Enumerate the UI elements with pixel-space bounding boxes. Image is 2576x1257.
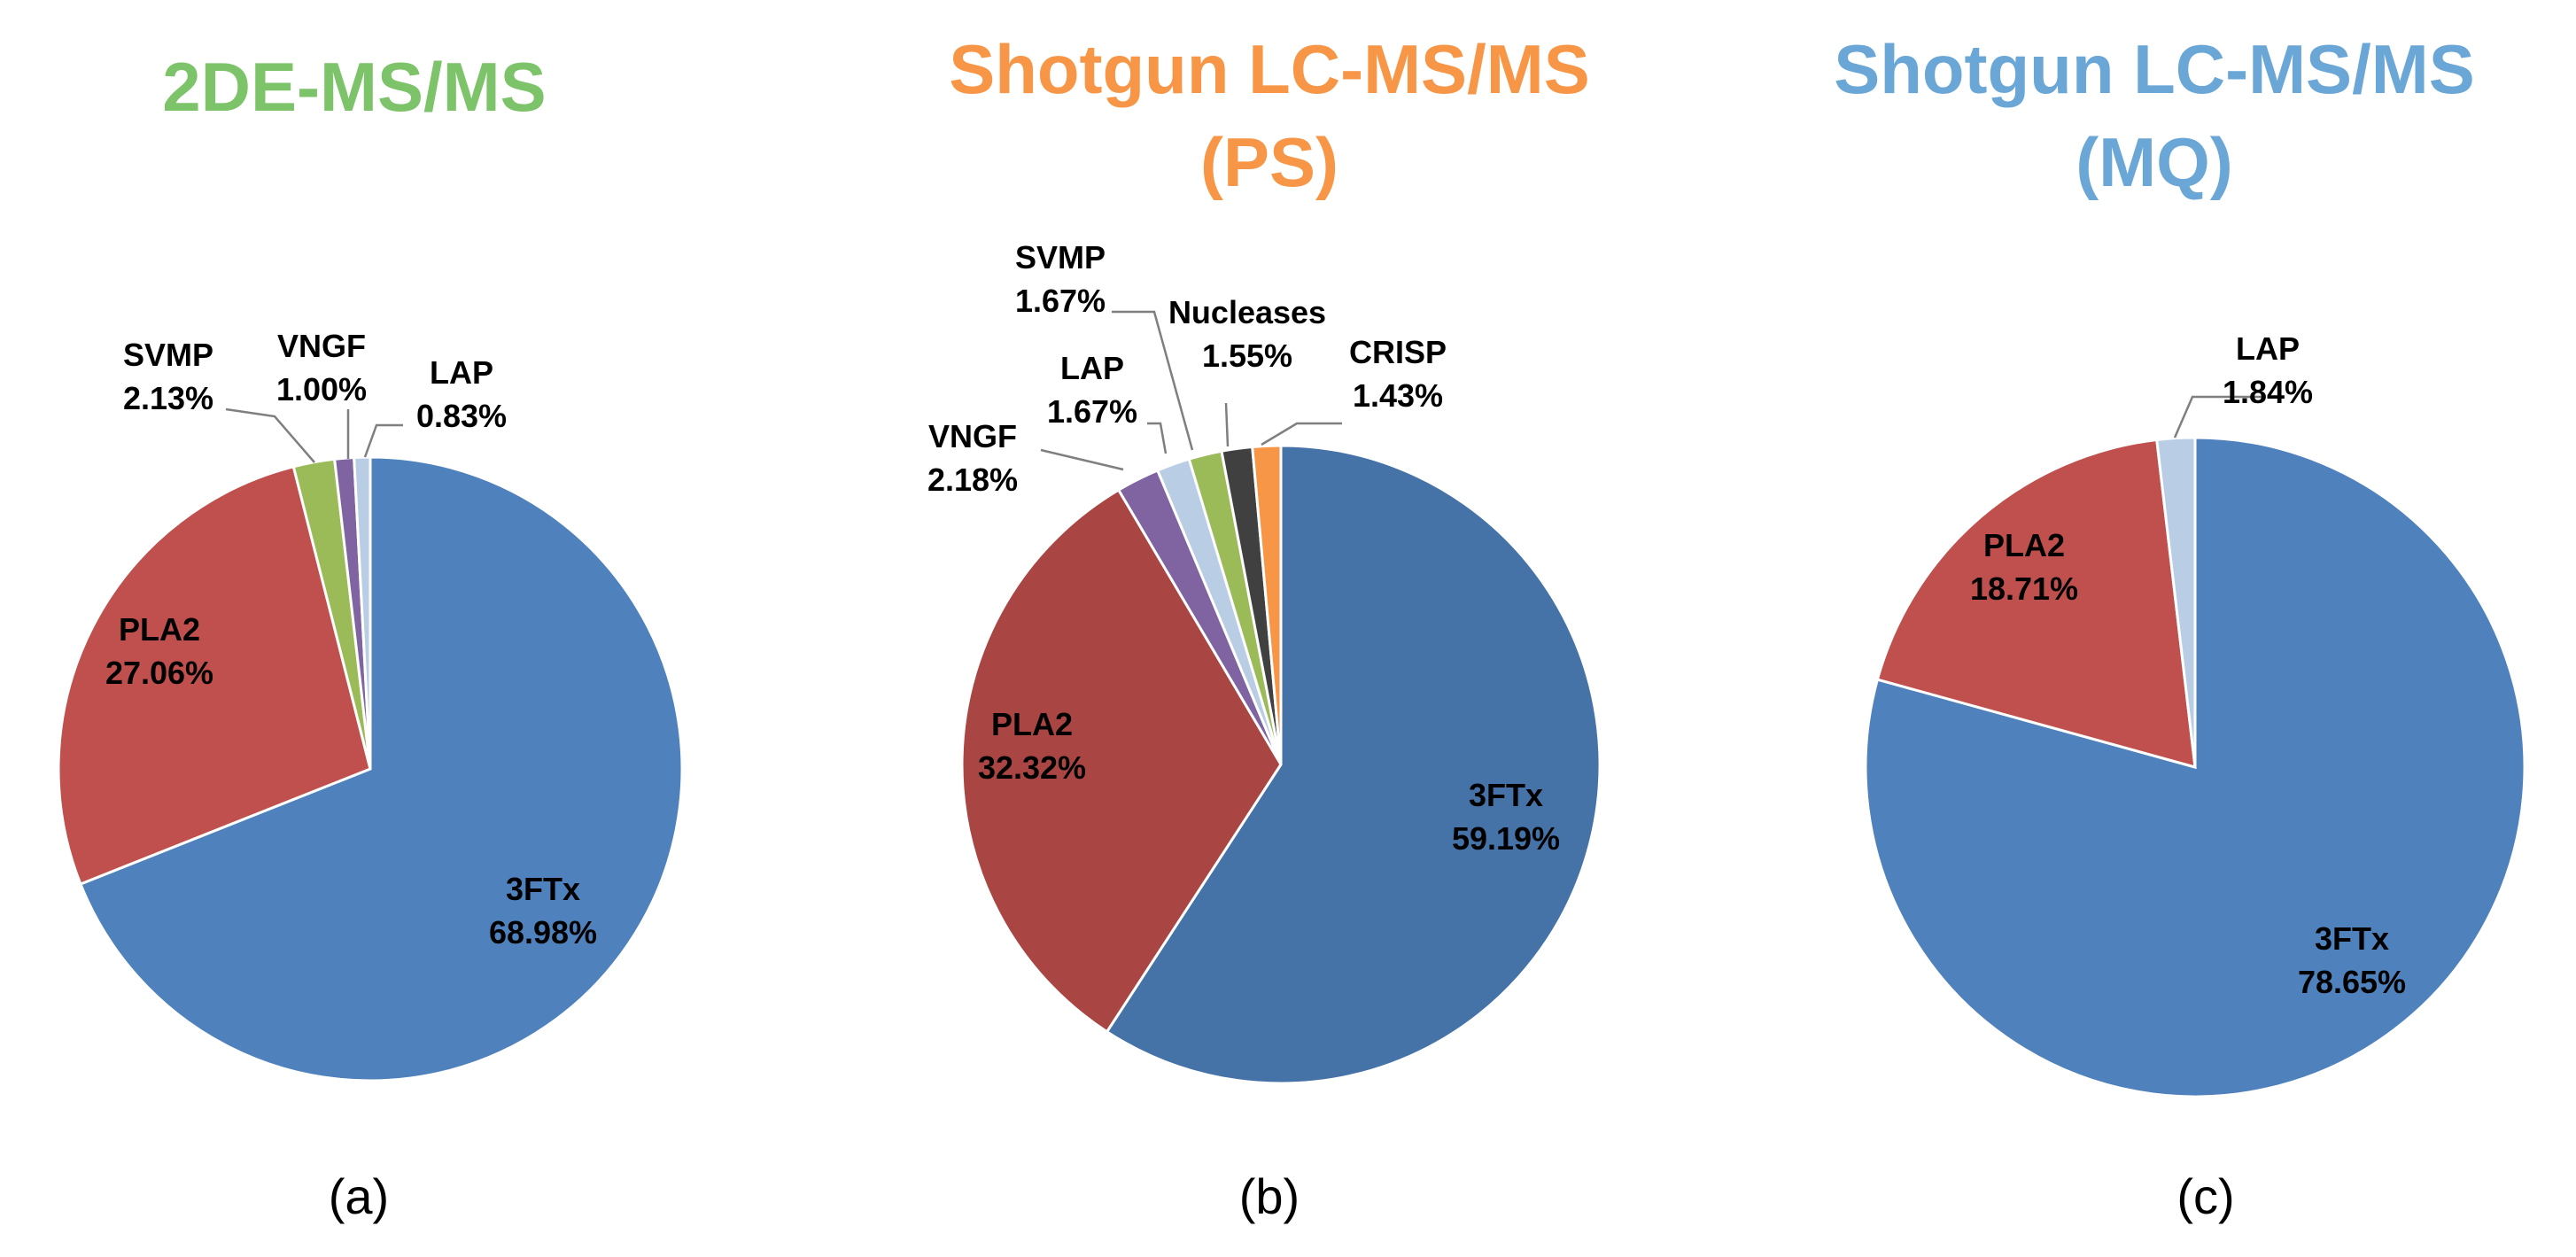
slice-label-name: SVMP [123, 337, 213, 373]
pie-slice-lap [2155, 436, 2197, 768]
pie-slice-crisp [1251, 444, 1283, 765]
slice-label-name: 3FTx [2315, 920, 2389, 957]
slice-label-value: 1.43% [1353, 377, 1443, 414]
slice-label-name: LAP [430, 354, 493, 391]
slice-label-name: Nucleases [1168, 294, 1326, 330]
chart-a-pie [57, 455, 684, 1082]
slice-label-value: 59.19% [1452, 820, 1560, 857]
leader-line-lap-a [363, 423, 403, 458]
slice-label-name: LAP [1060, 350, 1124, 386]
panel-label-a: (a) [329, 1168, 389, 1224]
leader-line-nucleases-b [1224, 402, 1230, 447]
slice-label-value: 32.32% [978, 749, 1086, 786]
slice-label-value: 1.00% [276, 371, 367, 407]
chart-c-subtitle: (MQ) [2076, 123, 2233, 201]
leader-line-crisp-b [1261, 422, 1342, 446]
panel-label-c: (c) [2176, 1168, 2234, 1224]
slice-label-name: LAP [2236, 330, 2300, 367]
slice-label-name: 3FTx [1469, 777, 1543, 813]
slice-label-value: 2.13% [123, 380, 213, 416]
slice-label-value: 27.06% [105, 655, 213, 691]
slice-label-value: 2.18% [927, 462, 1018, 498]
pie-slice-pla2 [57, 465, 372, 886]
slice-label-name: VNGF [277, 328, 366, 364]
leader-line-svmp-b [1112, 310, 1194, 451]
pie-slice-pla2 [1875, 438, 2197, 770]
pie-slice-3ftx [78, 455, 684, 1082]
slice-label-name: SVMP [1015, 239, 1106, 275]
chart-a-title: 2DE-MS/MS [162, 48, 546, 126]
pie-slice-lap [353, 455, 372, 770]
slice-label-value: 0.83% [416, 398, 507, 434]
chart-b-title: Shotgun LC-MS/MS [949, 30, 1590, 108]
leader-line-svmp-a [225, 407, 315, 463]
pie-slice-pla2 [960, 488, 1283, 1034]
slice-label-value: 78.65% [2298, 964, 2406, 1000]
slice-label-value: 68.98% [489, 914, 597, 951]
chart-c-title: Shotgun LC-MS/MS [1834, 30, 2475, 108]
slice-label-name: PLA2 [1983, 527, 2065, 563]
slice-label-name: 3FTx [506, 871, 580, 907]
slice-label-value: 1.67% [1047, 393, 1137, 430]
pie-slice-3ftx [1864, 436, 2526, 1098]
slice-label-value: 1.84% [2223, 374, 2313, 410]
chart-c-pie [1864, 436, 2526, 1098]
slice-label-value: 1.67% [1015, 283, 1106, 319]
leader-line-lap-c [2173, 395, 2263, 438]
leader-line-vngf-b [1040, 448, 1124, 471]
slice-label-name: PLA2 [119, 611, 200, 648]
leader-line-lap-b [1147, 422, 1168, 454]
pie-slice-3ftx [1105, 444, 1602, 1085]
chart-b-subtitle: (PS) [1200, 123, 1338, 201]
chart-b-pie [960, 444, 1602, 1085]
leader-lines [225, 310, 2263, 471]
slice-label-value: 1.55% [1202, 338, 1292, 374]
panel-label-b: (b) [1239, 1168, 1300, 1224]
slice-label-name: CRISP [1349, 334, 1447, 370]
slice-label-value: 18.71% [1970, 570, 2078, 607]
slice-label-name: PLA2 [991, 706, 1073, 742]
slice-label-name: VNGF [928, 418, 1017, 454]
